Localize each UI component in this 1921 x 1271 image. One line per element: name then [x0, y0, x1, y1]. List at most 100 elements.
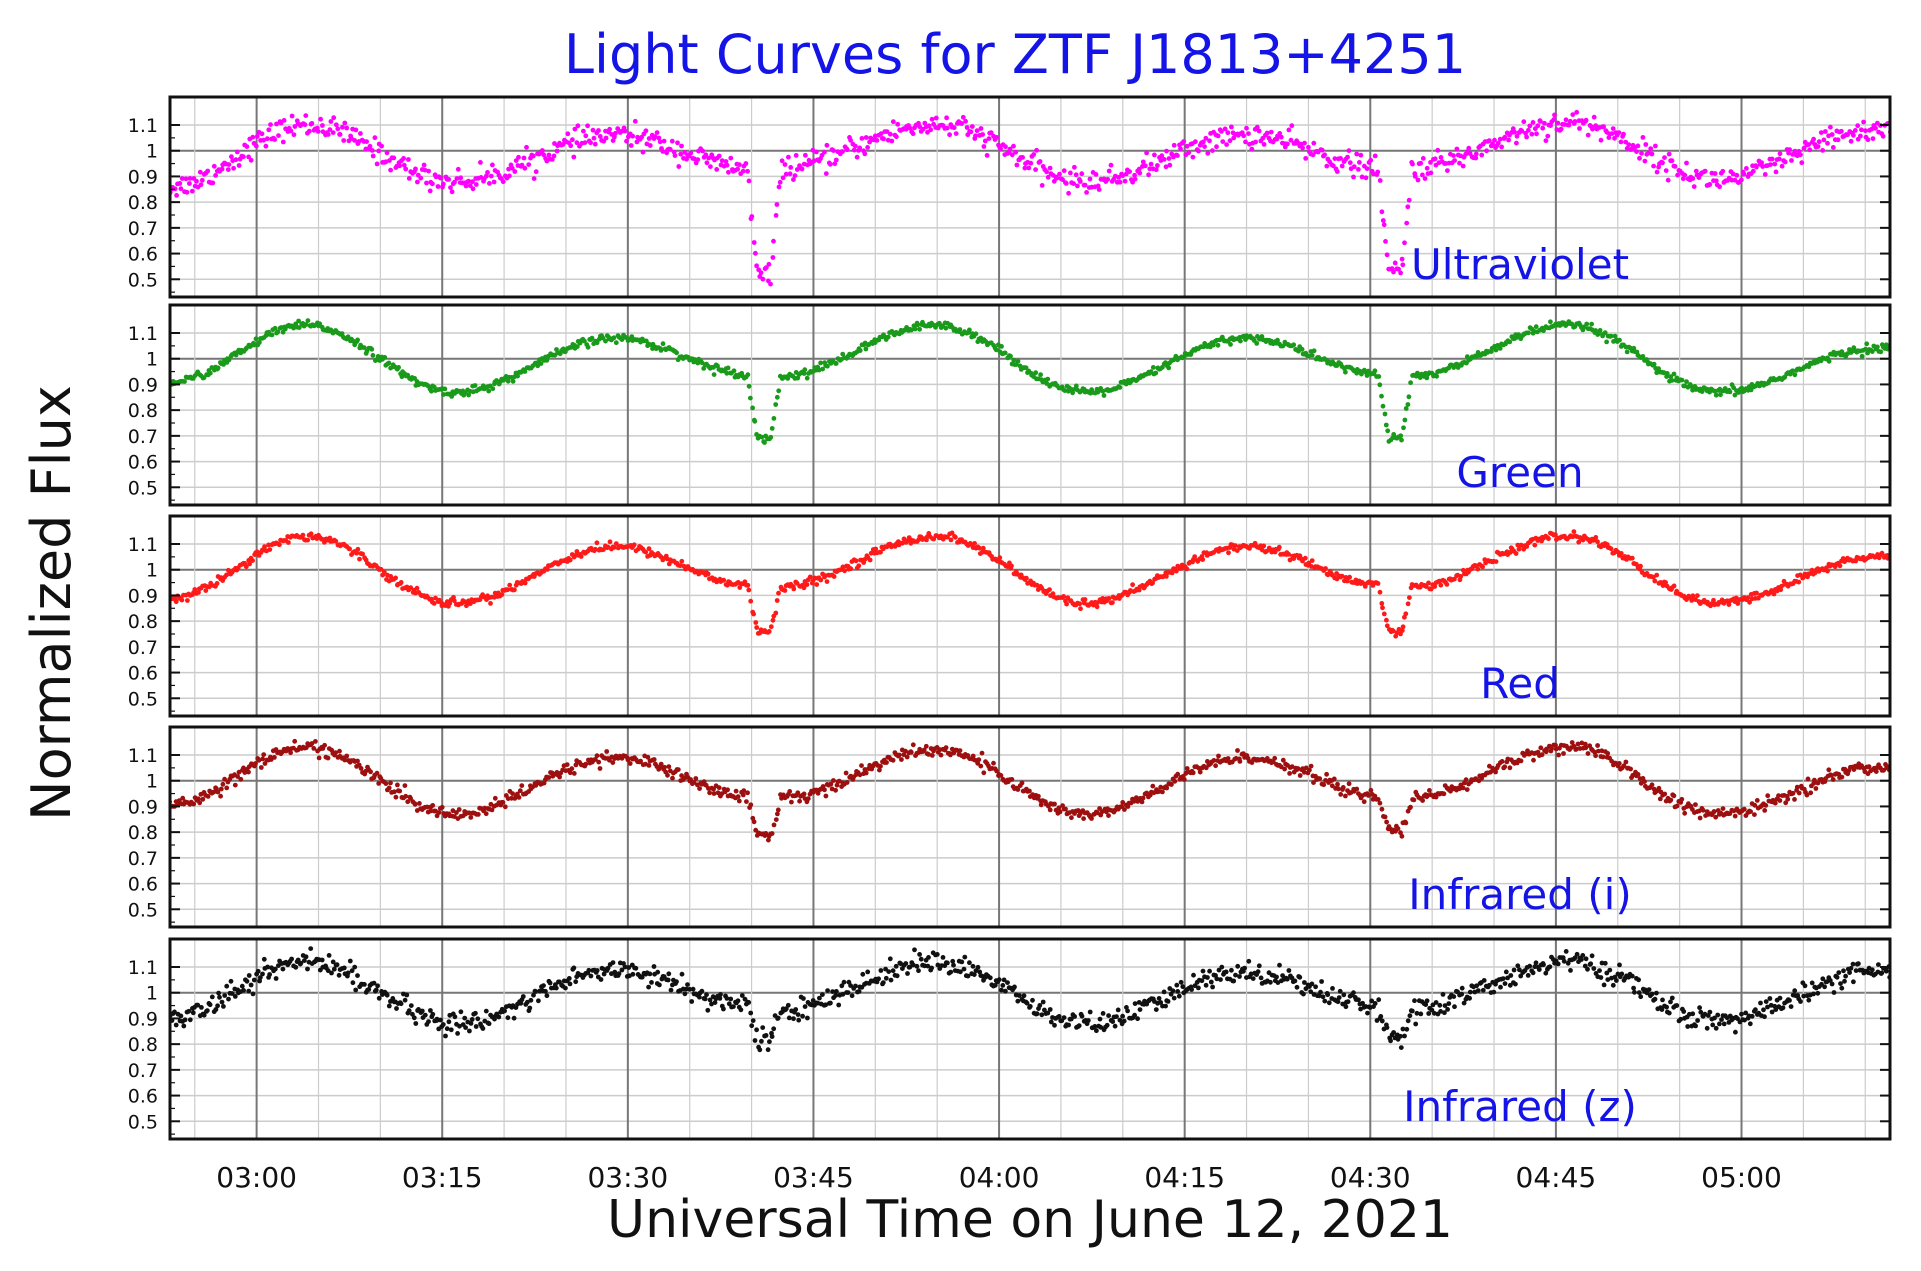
data-point	[1745, 595, 1751, 601]
data-point	[1128, 588, 1133, 593]
data-point	[1671, 793, 1677, 799]
data-point	[241, 988, 247, 993]
data-point	[1052, 801, 1057, 807]
data-point	[658, 761, 664, 767]
data-point	[354, 550, 360, 556]
data-point	[1163, 360, 1168, 365]
data-point	[428, 1008, 433, 1013]
data-point	[273, 976, 279, 981]
data-point	[222, 776, 228, 782]
data-point	[527, 1005, 533, 1011]
data-point	[197, 169, 203, 175]
data-point	[1347, 160, 1353, 166]
data-point	[908, 750, 914, 755]
data-point	[1424, 165, 1430, 171]
data-point	[1869, 126, 1875, 132]
data-point	[1310, 152, 1316, 158]
data-point	[1621, 763, 1627, 769]
data-point	[1679, 377, 1685, 383]
data-point	[205, 794, 211, 799]
data-point	[1164, 785, 1170, 791]
data-point	[1535, 123, 1541, 129]
data-point	[1604, 339, 1609, 345]
data-point	[943, 745, 949, 750]
data-point	[1652, 578, 1658, 584]
data-point	[198, 182, 204, 188]
data-point	[251, 977, 257, 983]
data-point	[292, 124, 298, 129]
data-point	[1110, 600, 1115, 605]
data-point	[228, 978, 234, 984]
data-point	[672, 153, 678, 159]
data-point	[266, 127, 272, 133]
data-point	[272, 325, 278, 331]
data-point	[303, 954, 309, 960]
data-point	[1815, 144, 1821, 149]
data-point	[922, 120, 928, 126]
data-point	[1166, 156, 1172, 161]
data-point	[325, 755, 331, 761]
data-point	[288, 750, 293, 756]
data-point	[1699, 389, 1705, 394]
data-point	[256, 757, 262, 763]
data-point	[1272, 755, 1278, 761]
data-point	[1351, 174, 1356, 180]
data-point	[1044, 169, 1049, 175]
data-point	[1657, 796, 1663, 802]
data-point	[1023, 365, 1029, 371]
data-point	[1693, 168, 1699, 174]
data-point	[473, 1024, 479, 1029]
data-point	[1002, 350, 1008, 356]
data-point	[1763, 803, 1769, 808]
data-point	[612, 134, 617, 140]
data-point	[748, 802, 754, 808]
data-point	[1473, 155, 1479, 161]
data-point	[645, 754, 651, 760]
data-point	[1261, 142, 1267, 147]
data-point	[1792, 372, 1798, 378]
data-point	[196, 590, 201, 595]
data-point	[1806, 364, 1812, 370]
data-point	[1555, 120, 1561, 126]
data-point	[536, 998, 541, 1004]
data-point	[1015, 358, 1021, 364]
data-point	[997, 555, 1003, 561]
data-point	[917, 124, 923, 130]
data-point	[340, 124, 345, 130]
data-point	[1306, 144, 1311, 150]
data-point	[715, 790, 721, 796]
data-point	[391, 155, 397, 161]
data-point	[296, 325, 302, 330]
data-point	[610, 138, 616, 144]
data-point	[1410, 161, 1415, 167]
data-point	[654, 130, 660, 136]
data-point	[546, 152, 552, 158]
data-point	[1752, 812, 1757, 817]
data-point	[1222, 126, 1228, 132]
data-point	[305, 966, 310, 972]
data-point	[1859, 127, 1864, 133]
data-point	[449, 394, 455, 399]
data-point	[776, 590, 781, 596]
data-point	[638, 758, 643, 764]
data-point	[376, 781, 382, 786]
data-point	[291, 132, 297, 138]
data-point	[740, 168, 746, 174]
data-point	[373, 357, 379, 363]
data-point	[582, 338, 587, 344]
data-point	[884, 129, 890, 135]
data-point	[1069, 815, 1074, 821]
data-point	[938, 752, 944, 758]
data-point	[859, 136, 865, 141]
data-point	[787, 789, 793, 794]
data-point	[1422, 176, 1428, 182]
data-point	[1776, 793, 1781, 799]
data-point	[487, 181, 492, 186]
data-point	[1354, 786, 1360, 792]
data-point	[449, 189, 455, 195]
data-point	[376, 148, 382, 154]
data-point	[448, 185, 453, 191]
data-point	[1507, 339, 1513, 345]
data-point	[1635, 143, 1641, 149]
data-point	[1807, 147, 1813, 153]
